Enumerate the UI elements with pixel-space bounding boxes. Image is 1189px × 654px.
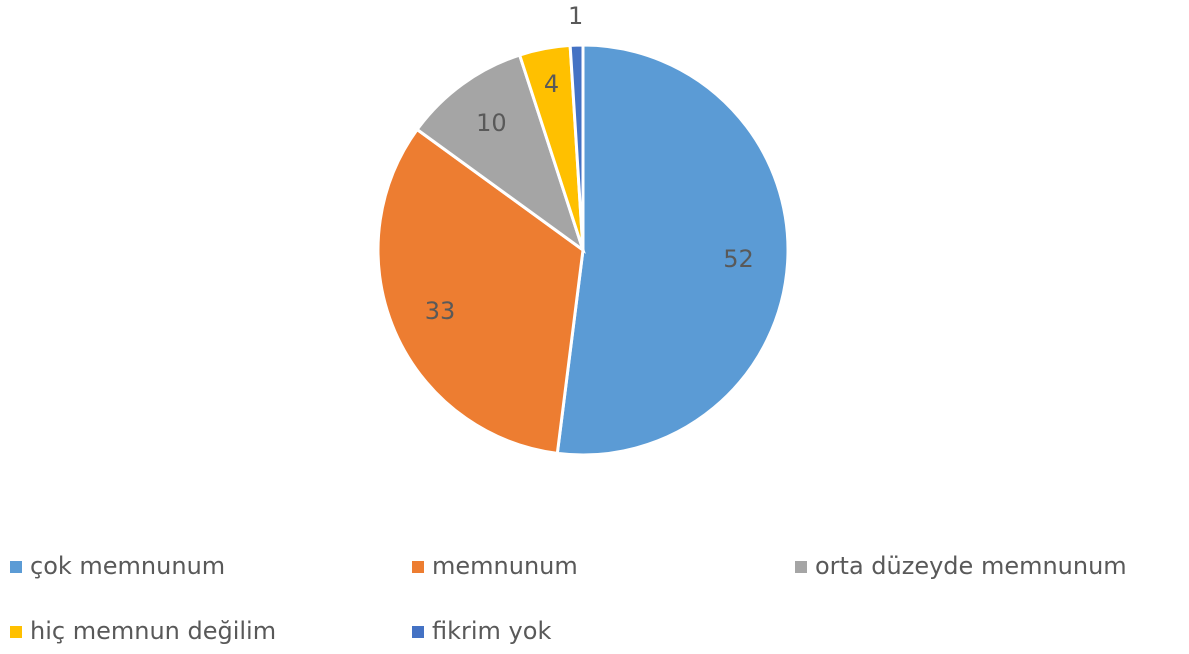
pie-slice (568, 43, 585, 251)
pie-slice (415, 53, 586, 254)
data-label: 10 (476, 109, 507, 137)
legend-label: fikrim yok (432, 617, 551, 645)
legend-swatch (10, 626, 22, 638)
data-label: 33 (425, 297, 456, 325)
data-label: 52 (723, 245, 754, 273)
legend-label: çok memnunum (30, 552, 225, 580)
data-label: 1 (568, 2, 583, 30)
legend-swatch (412, 561, 424, 573)
data-label: 4 (544, 70, 559, 98)
pie-slice (555, 43, 790, 457)
pie-slice (376, 127, 585, 456)
legend-swatch (412, 626, 424, 638)
legend-label: orta düzeyde memnunum (815, 552, 1127, 580)
legend-label: memnunum (432, 552, 578, 580)
legend-swatch (10, 561, 22, 573)
legend-swatch (795, 561, 807, 573)
legend-label: hiç memnun değilim (30, 617, 276, 645)
